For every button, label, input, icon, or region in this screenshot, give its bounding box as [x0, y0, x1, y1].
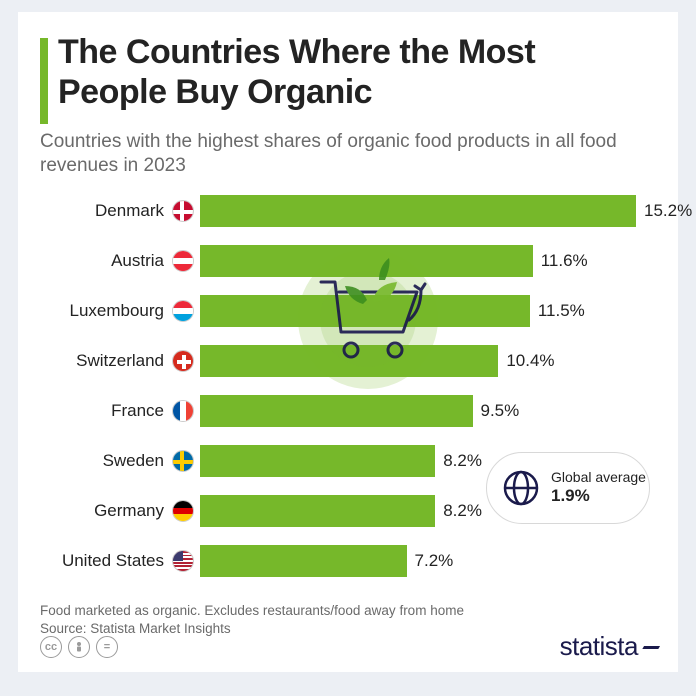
flag-icon — [172, 400, 194, 422]
chart-subtitle: Countries with the highest shares of org… — [40, 130, 620, 178]
bar-fill — [200, 295, 530, 327]
flag-icon — [172, 250, 194, 272]
nd-icon: = — [96, 636, 118, 658]
global-average-value: 1.9% — [551, 486, 646, 506]
bar-value: 15.2% — [644, 201, 692, 221]
country-label: Austria — [40, 251, 172, 271]
bar-fill — [200, 545, 407, 577]
country-label: Switzerland — [40, 351, 172, 371]
footnote-line: Food marketed as organic. Excludes resta… — [40, 602, 464, 620]
footnote: Food marketed as organic. Excludes resta… — [40, 602, 464, 638]
bar-value: 10.4% — [506, 351, 554, 371]
country-label: Luxembourg — [40, 301, 172, 321]
bar-fill — [200, 195, 636, 227]
bar-value: 11.6% — [541, 251, 588, 271]
bar-fill — [200, 245, 533, 277]
country-label: United States — [40, 551, 172, 571]
globe-icon — [501, 468, 541, 508]
bar-chart: Denmark 15.2% Austria 11.6% Luxembourg 1… — [40, 190, 656, 590]
flag-icon — [172, 550, 194, 572]
global-average-callout: Global average 1.9% — [486, 452, 650, 524]
country-label: Sweden — [40, 451, 172, 471]
bar-track: 10.4% — [200, 345, 656, 377]
bar-row: Denmark 15.2% — [40, 190, 656, 232]
bar-fill — [200, 345, 498, 377]
bar-value: 8.2% — [443, 501, 482, 521]
country-label: Germany — [40, 501, 172, 521]
bar-row: Luxembourg 11.5% — [40, 290, 656, 332]
flag-icon — [172, 500, 194, 522]
chart-title: The Countries Where the Most People Buy … — [58, 32, 638, 112]
bar-fill — [200, 495, 435, 527]
bar-value: 11.5% — [538, 301, 585, 321]
bar-fill — [200, 395, 473, 427]
bar-fill — [200, 445, 435, 477]
flag-icon — [172, 350, 194, 372]
country-label: France — [40, 401, 172, 421]
global-average-label: Global average — [551, 469, 646, 486]
flag-icon — [172, 300, 194, 322]
bar-row: Austria 11.6% — [40, 240, 656, 282]
bar-track: 11.6% — [200, 245, 656, 277]
bar-row: Switzerland 10.4% — [40, 340, 656, 382]
bar-track: 11.5% — [200, 295, 656, 327]
bar-row: United States 7.2% — [40, 540, 656, 582]
cc-icon: cc — [40, 636, 62, 658]
bar-value: 8.2% — [443, 451, 482, 471]
license-badges: cc = — [40, 636, 118, 658]
by-icon — [68, 636, 90, 658]
bar-row: France 9.5% — [40, 390, 656, 432]
title-accent-bar — [40, 38, 48, 124]
bar-track: 7.2% — [200, 545, 656, 577]
flag-icon — [172, 200, 194, 222]
flag-icon — [172, 450, 194, 472]
bar-value: 7.2% — [415, 551, 454, 571]
bar-track: 9.5% — [200, 395, 656, 427]
bar-value: 9.5% — [481, 401, 520, 421]
bar-track: 15.2% — [200, 195, 656, 227]
brand-logo: statista — [560, 631, 656, 662]
card: The Countries Where the Most People Buy … — [18, 12, 678, 672]
country-label: Denmark — [40, 201, 172, 221]
